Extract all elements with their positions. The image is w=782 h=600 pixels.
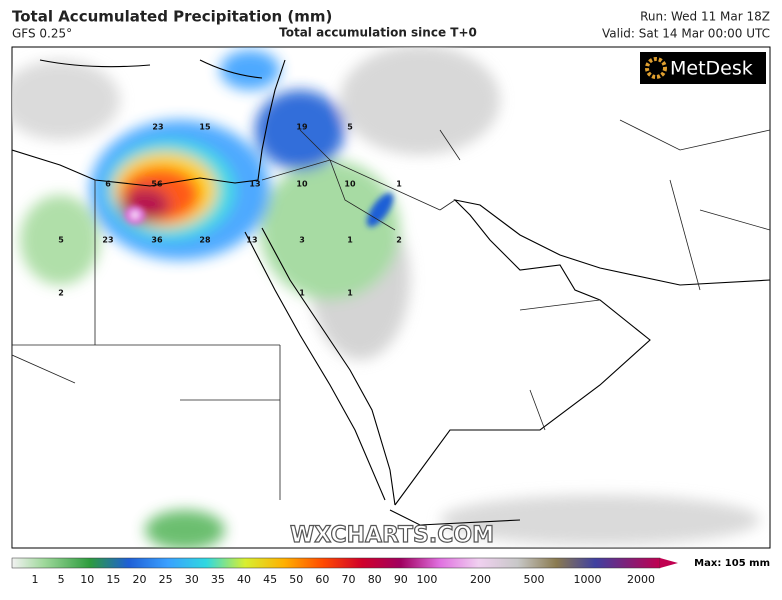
map-label: 56 [151, 180, 163, 189]
coastline [244, 227, 396, 506]
colorbar-tick-label: 1 [32, 573, 39, 586]
colorbar-tick-label: 60 [315, 573, 329, 586]
colorbar-tick-label: 500 [524, 573, 545, 586]
map-label: 23 [102, 236, 113, 245]
map-label: 5 [58, 236, 64, 245]
map-label: 36 [151, 236, 163, 245]
logo-icon [645, 57, 667, 79]
colorbar-tick-label: 200 [470, 573, 491, 586]
coastline [39, 59, 521, 526]
colorbar-tick-label: 70 [342, 573, 356, 586]
colorbar-tick-label: 80 [368, 573, 382, 586]
colorbar-tick-label: 40 [237, 573, 251, 586]
map-label: 13 [246, 236, 257, 245]
logo: MetDesk [670, 58, 753, 80]
title: Total Accumulated Precipitation (mm) [12, 8, 332, 26]
logo-box [640, 52, 766, 84]
colorbar-tick-label: 1000 [574, 573, 602, 586]
map-label: 1 [396, 180, 402, 189]
map-label: 10 [296, 180, 308, 189]
map-label: 28 [199, 236, 211, 245]
colorbar-tick-label: 15 [106, 573, 120, 586]
colorbar-tick-label: 45 [263, 573, 277, 586]
valid: Valid: Sat 14 Mar 00:00 UTC [602, 27, 770, 41]
map-label: 13 [249, 180, 260, 189]
colorbar-tick-label: 25 [159, 573, 173, 586]
map-label: 2 [58, 289, 64, 298]
map-label: 1 [299, 289, 305, 298]
border [12, 119, 770, 548]
colorbar-tick-label: 35 [211, 573, 225, 586]
map-label: 5 [347, 123, 353, 132]
map-label: 2 [396, 236, 402, 245]
colorbar-tick-label: 2000 [627, 573, 655, 586]
map-label: 3 [299, 236, 305, 245]
colorbar-tick-label: 30 [185, 573, 199, 586]
max-label: Max: 105 mm [694, 558, 770, 569]
coastline [12, 59, 286, 187]
coastline [394, 199, 770, 506]
map [11, 46, 771, 549]
map-label: 23 [152, 123, 163, 132]
map-label: 1 [347, 236, 353, 245]
map-label: 6 [105, 180, 111, 189]
run: Run: Wed 11 Mar 18Z [640, 10, 770, 24]
map-label: 15 [199, 123, 211, 132]
colorbar [11, 557, 678, 569]
map-label: 1 [347, 289, 353, 298]
colorbar-tick-label: 5 [58, 573, 65, 586]
subtitle: Total accumulation since T+0 [279, 26, 477, 40]
colorbar-tick-label: 20 [133, 573, 147, 586]
map-label: 10 [344, 180, 356, 189]
colorbar-tick-label: 10 [80, 573, 94, 586]
model: GFS 0.25° [12, 27, 72, 41]
colorbar-tick-label: 100 [416, 573, 437, 586]
colorbar-tick-label: 90 [394, 573, 408, 586]
map-label: 19 [296, 123, 308, 132]
colorbar-tick-label: 50 [289, 573, 303, 586]
watermark: WXCHARTS.COM [290, 523, 494, 548]
